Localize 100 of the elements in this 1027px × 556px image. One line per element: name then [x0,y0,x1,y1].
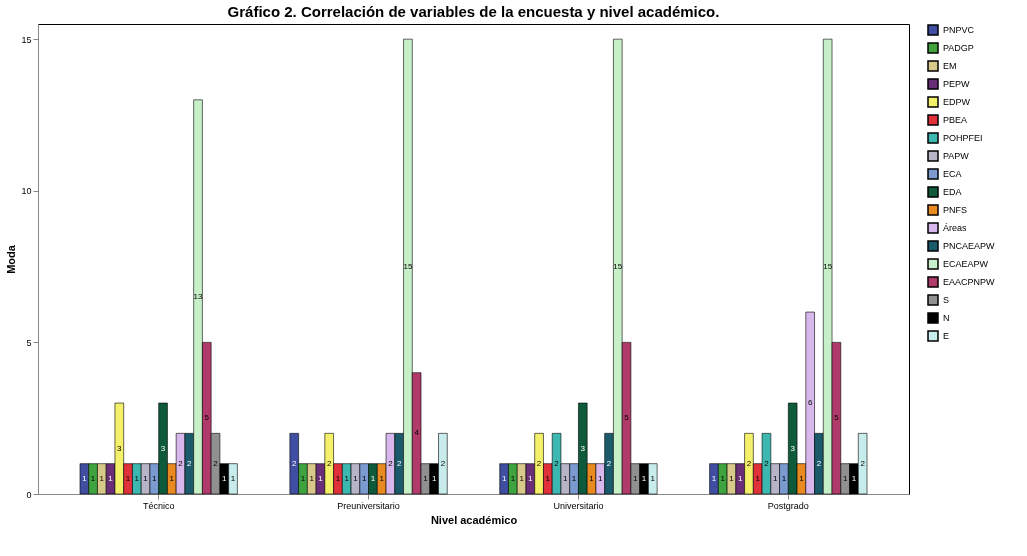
legend-label: PNFS [943,205,968,215]
data-label: 1 [143,473,149,483]
legend-label: PADGP [943,43,974,53]
data-label: 3 [117,443,123,453]
data-label: 2 [536,458,542,468]
data-label: 1 [598,473,604,483]
data-label: 1 [781,473,787,483]
legend-label: PEPW [943,79,971,89]
data-label: 1 [589,473,595,483]
data-label: 1 [711,473,717,483]
data-label: 5 [624,413,630,423]
data-label: 1 [230,473,236,483]
data-label: 4 [414,428,420,438]
data-label: 2 [440,458,446,468]
data-label: 1 [799,473,805,483]
y-tick-label: 15 [21,34,32,45]
data-label: 1 [519,473,525,483]
data-label: 2 [187,458,193,468]
data-label: 1 [641,473,647,483]
data-label: 15 [613,261,623,271]
data-label: 1 [309,473,315,483]
data-label: 1 [99,473,105,483]
data-label: 15 [823,261,833,271]
data-label: 1 [545,473,551,483]
data-label: 2 [326,458,332,468]
data-label: 15 [403,261,413,271]
data-label: 2 [178,458,184,468]
y-tick-label: 0 [26,489,32,500]
chart-title: Gráfico 2. Correlación de variables de la encuesta y nivel académico. [227,3,720,20]
data-label: 1 [431,473,437,483]
data-label: 2 [860,458,866,468]
data-label: 1 [125,473,131,483]
legend-label: ECA [943,169,962,179]
data-label: 2 [746,458,752,468]
data-label: 1 [501,473,507,483]
data-label: 1 [842,473,848,483]
data-label: 1 [370,473,376,483]
legend-label: EM [943,61,957,71]
data-label: 1 [152,473,158,483]
data-label: 1 [82,473,88,483]
data-label: 2 [292,458,297,468]
legend-label: EDPW [943,97,971,107]
x-tick-label: Preuniversitario [337,500,400,511]
data-label: 3 [580,443,586,453]
data-label: 1 [335,473,341,483]
legend-label: PBEA [943,115,968,125]
data-label: 1 [772,473,778,483]
legend-label: PNPVC [943,25,975,35]
data-label: 3 [790,443,796,453]
y-axis-title: Moda [5,244,18,274]
data-label: 3 [160,443,166,453]
x-tick-label: Postgrado [767,500,809,511]
data-label: 2 [213,458,219,468]
data-label: 2 [396,458,402,468]
data-label: 2 [816,458,822,468]
x-tick-label: Técnico [142,500,175,511]
legend-label: ECAEAPW [943,259,989,269]
data-label: 5 [834,413,840,423]
data-label: 1 [423,473,429,483]
data-label: 1 [222,473,228,483]
data-label: 1 [361,473,367,483]
data-label: 2 [554,458,560,468]
data-label: 1 [510,473,516,483]
data-label: 13 [193,291,204,301]
data-label: 1 [90,473,96,483]
data-label: 6 [807,398,813,408]
data-label: 1 [633,473,639,483]
data-label: 2 [764,458,770,468]
legend-label: E [943,331,950,341]
data-label: 1 [300,473,306,483]
legend-label: PNCAEAPW [943,241,996,251]
data-label: 1 [729,473,735,483]
data-label: 2 [388,458,394,468]
legend-label: EDA [943,187,962,197]
legend-label: POHPFEI [943,133,983,143]
data-label: 1 [344,473,350,483]
data-label: 1 [851,473,857,483]
x-tick-label: Universitario [553,500,604,511]
data-label: 1 [353,473,359,483]
y-tick-label: 10 [21,186,32,197]
data-label: 1 [738,473,743,483]
x-axis-title: Nivel académico [430,513,518,526]
data-label: 1 [318,473,324,483]
data-label: 5 [204,413,210,423]
data-label: 1 [528,473,534,483]
data-label: 1 [379,473,385,483]
data-label: 2 [606,458,612,468]
data-label: 1 [169,473,175,483]
legend-label: Áreas [943,223,968,233]
data-label: 1 [571,473,577,483]
legend-label: S [943,295,950,305]
data-label: 1 [755,473,761,483]
data-label: 1 [563,473,569,483]
data-label: 1 [650,473,656,483]
legend-label: N [943,313,950,323]
legend-label: PAPW [943,151,970,161]
data-label: 1 [134,473,140,483]
data-label: 1 [720,473,726,483]
y-tick-label: 5 [26,337,32,348]
data-label: 1 [108,473,114,483]
